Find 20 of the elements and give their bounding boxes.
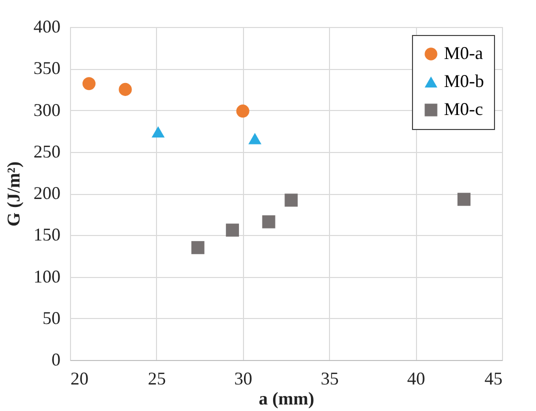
x-tick-label: 30	[234, 368, 252, 388]
legend-label: M0-c	[444, 99, 483, 119]
x-tick-label: 20	[70, 368, 88, 388]
x-tick-label: 40	[407, 368, 426, 388]
y-tick-label: 200	[34, 183, 60, 203]
legend-label: M0-a	[444, 43, 483, 63]
x-axis-title: a (mm)	[258, 388, 314, 408]
y-tick-label: 250	[34, 141, 60, 162]
y-tick-label: 100	[34, 266, 60, 286]
y-tick-label: 300	[34, 100, 60, 120]
x-tick-label: 35	[320, 368, 339, 388]
x-tick-label: 45	[484, 368, 502, 388]
y-tick-label: 400	[34, 16, 60, 36]
legend-label: M0-b	[444, 71, 484, 91]
y-tick-label: 0	[52, 350, 60, 370]
x-tick-label: 25	[148, 368, 166, 388]
y-tick-label: 350	[34, 58, 60, 78]
y-axis-title: G (J/m²)	[4, 162, 24, 226]
y-tick-label: 150	[34, 224, 60, 245]
y-tick-label: 50	[42, 308, 60, 328]
